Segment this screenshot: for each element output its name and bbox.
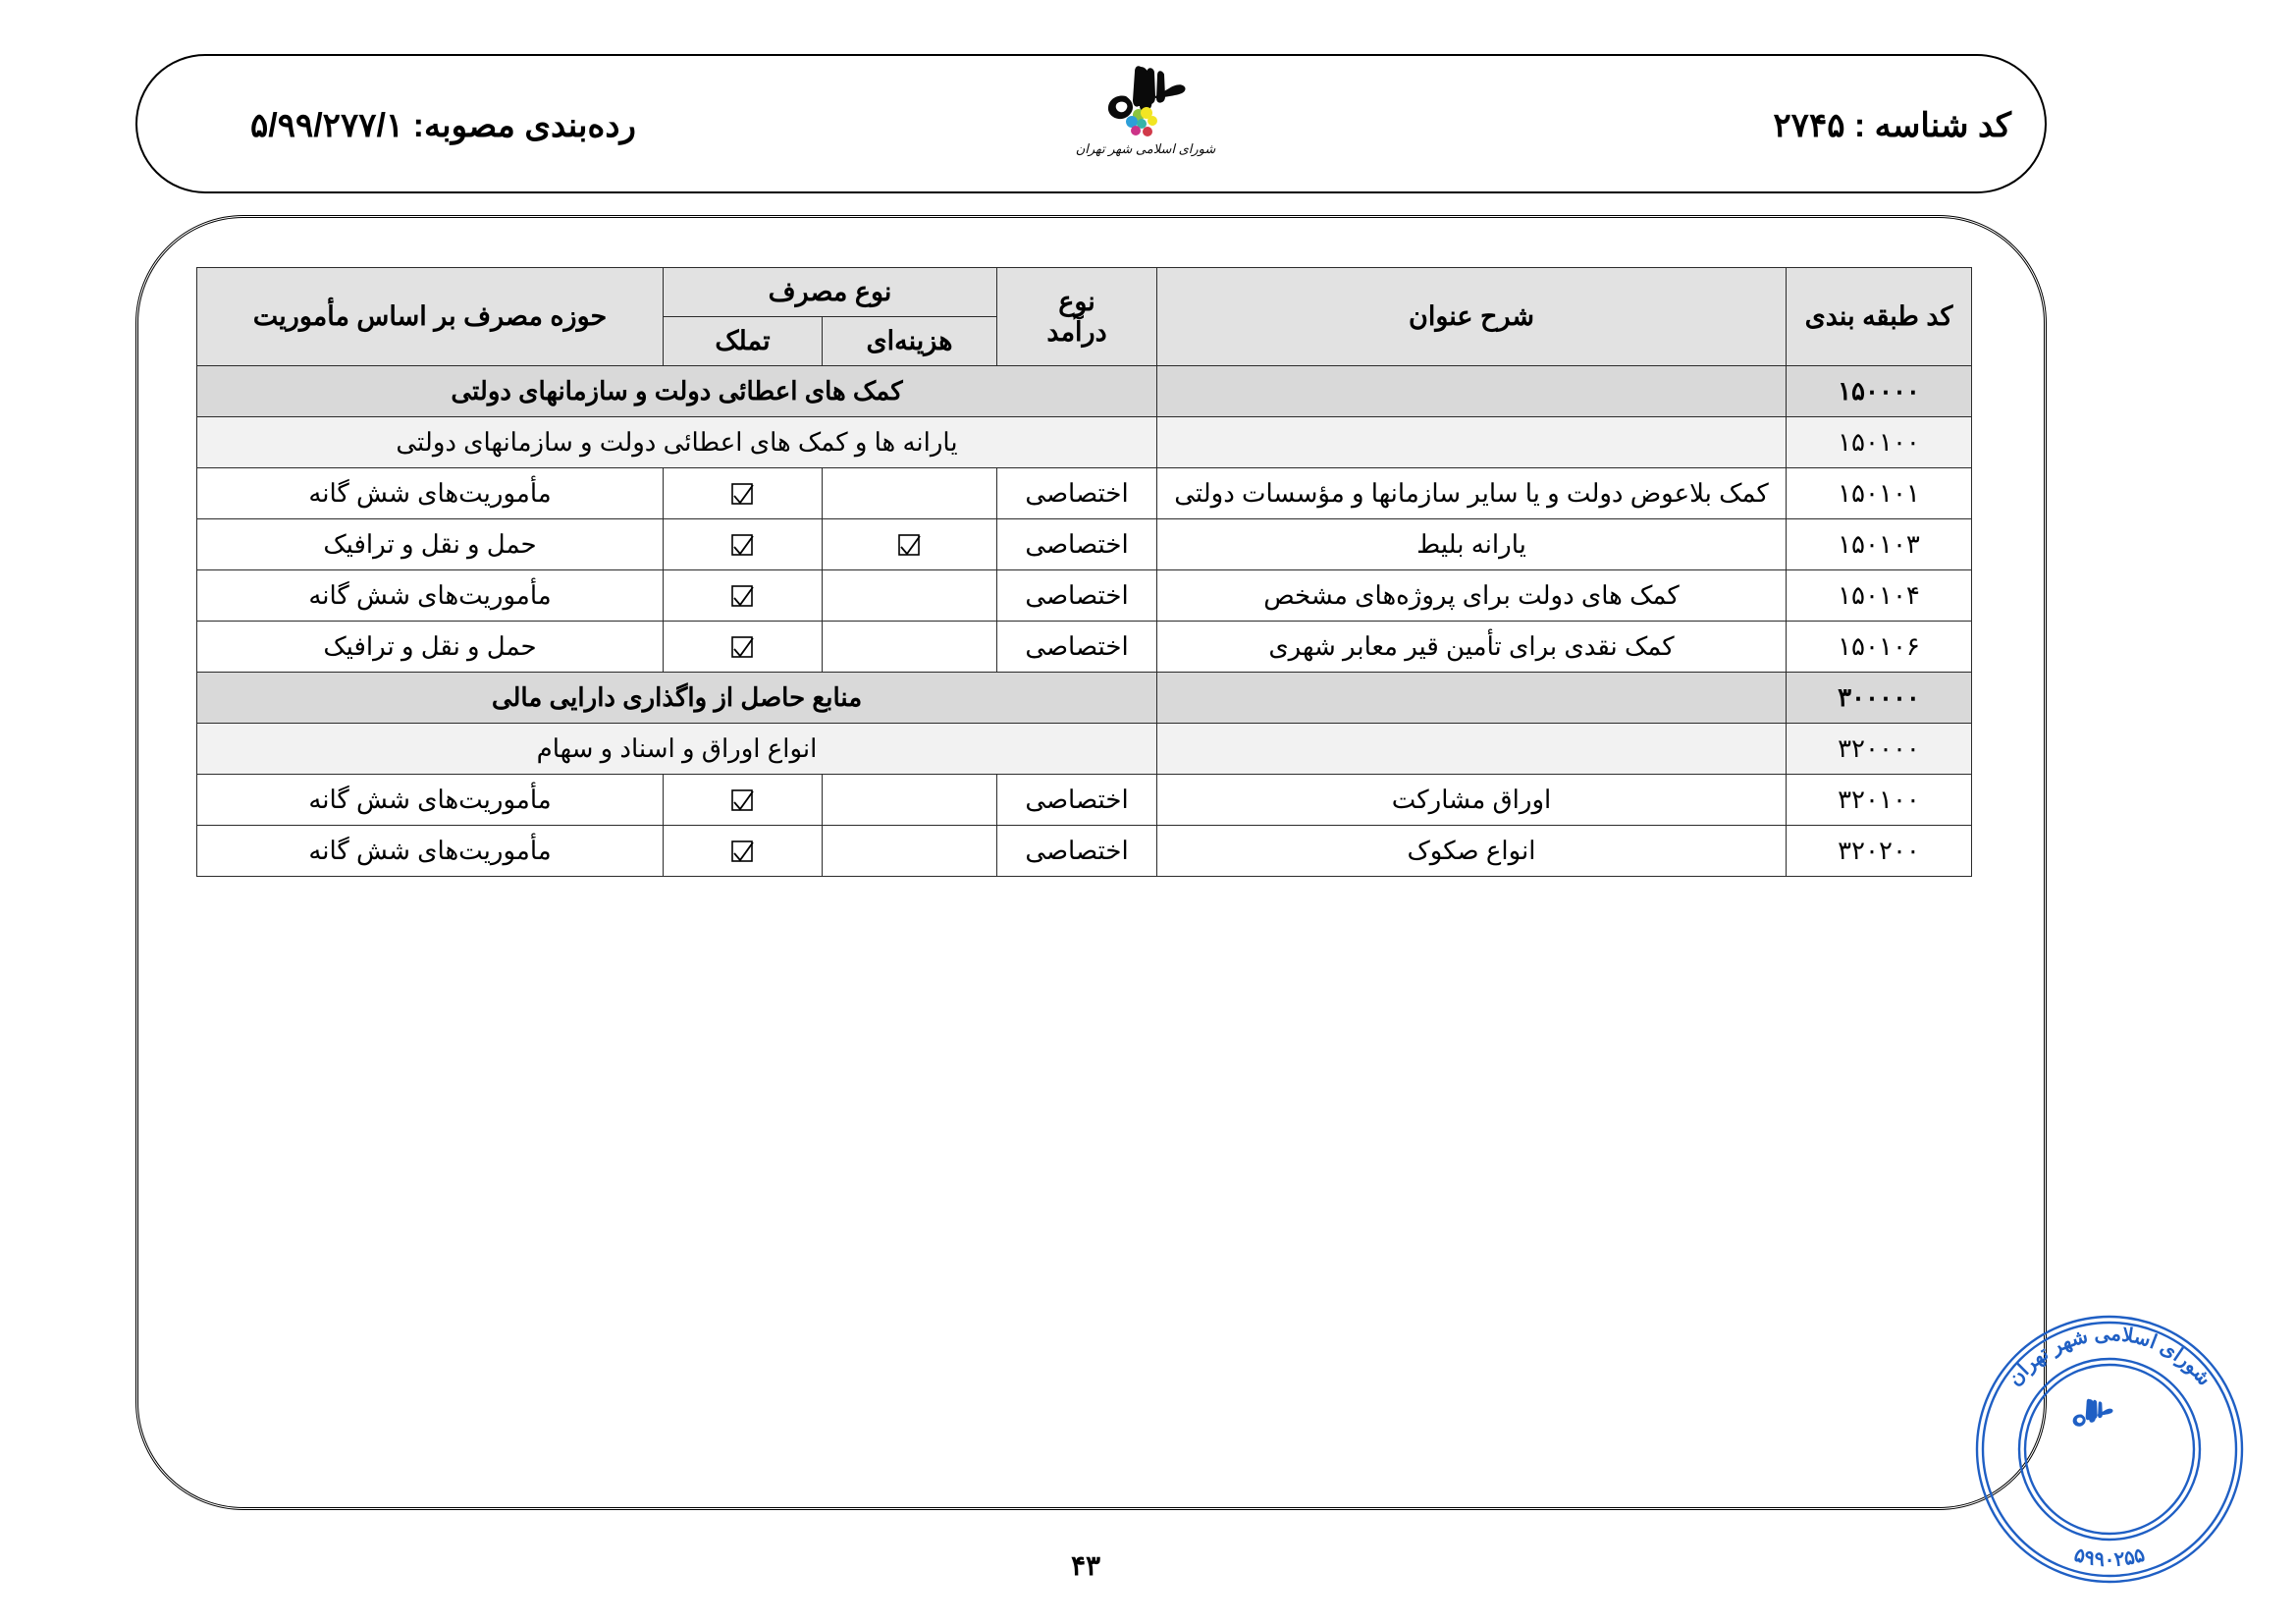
svg-text:شورای اسلامی شهر تهران: شورای اسلامی شهر تهران: [2003, 1324, 2215, 1390]
svg-text:۵۹۹۰۲۵۵: ۵۹۹۰۲۵۵: [2072, 1544, 2148, 1571]
svg-text:شورای اسلامی شهر تهران: شورای اسلامی شهر تهران: [1076, 141, 1217, 157]
